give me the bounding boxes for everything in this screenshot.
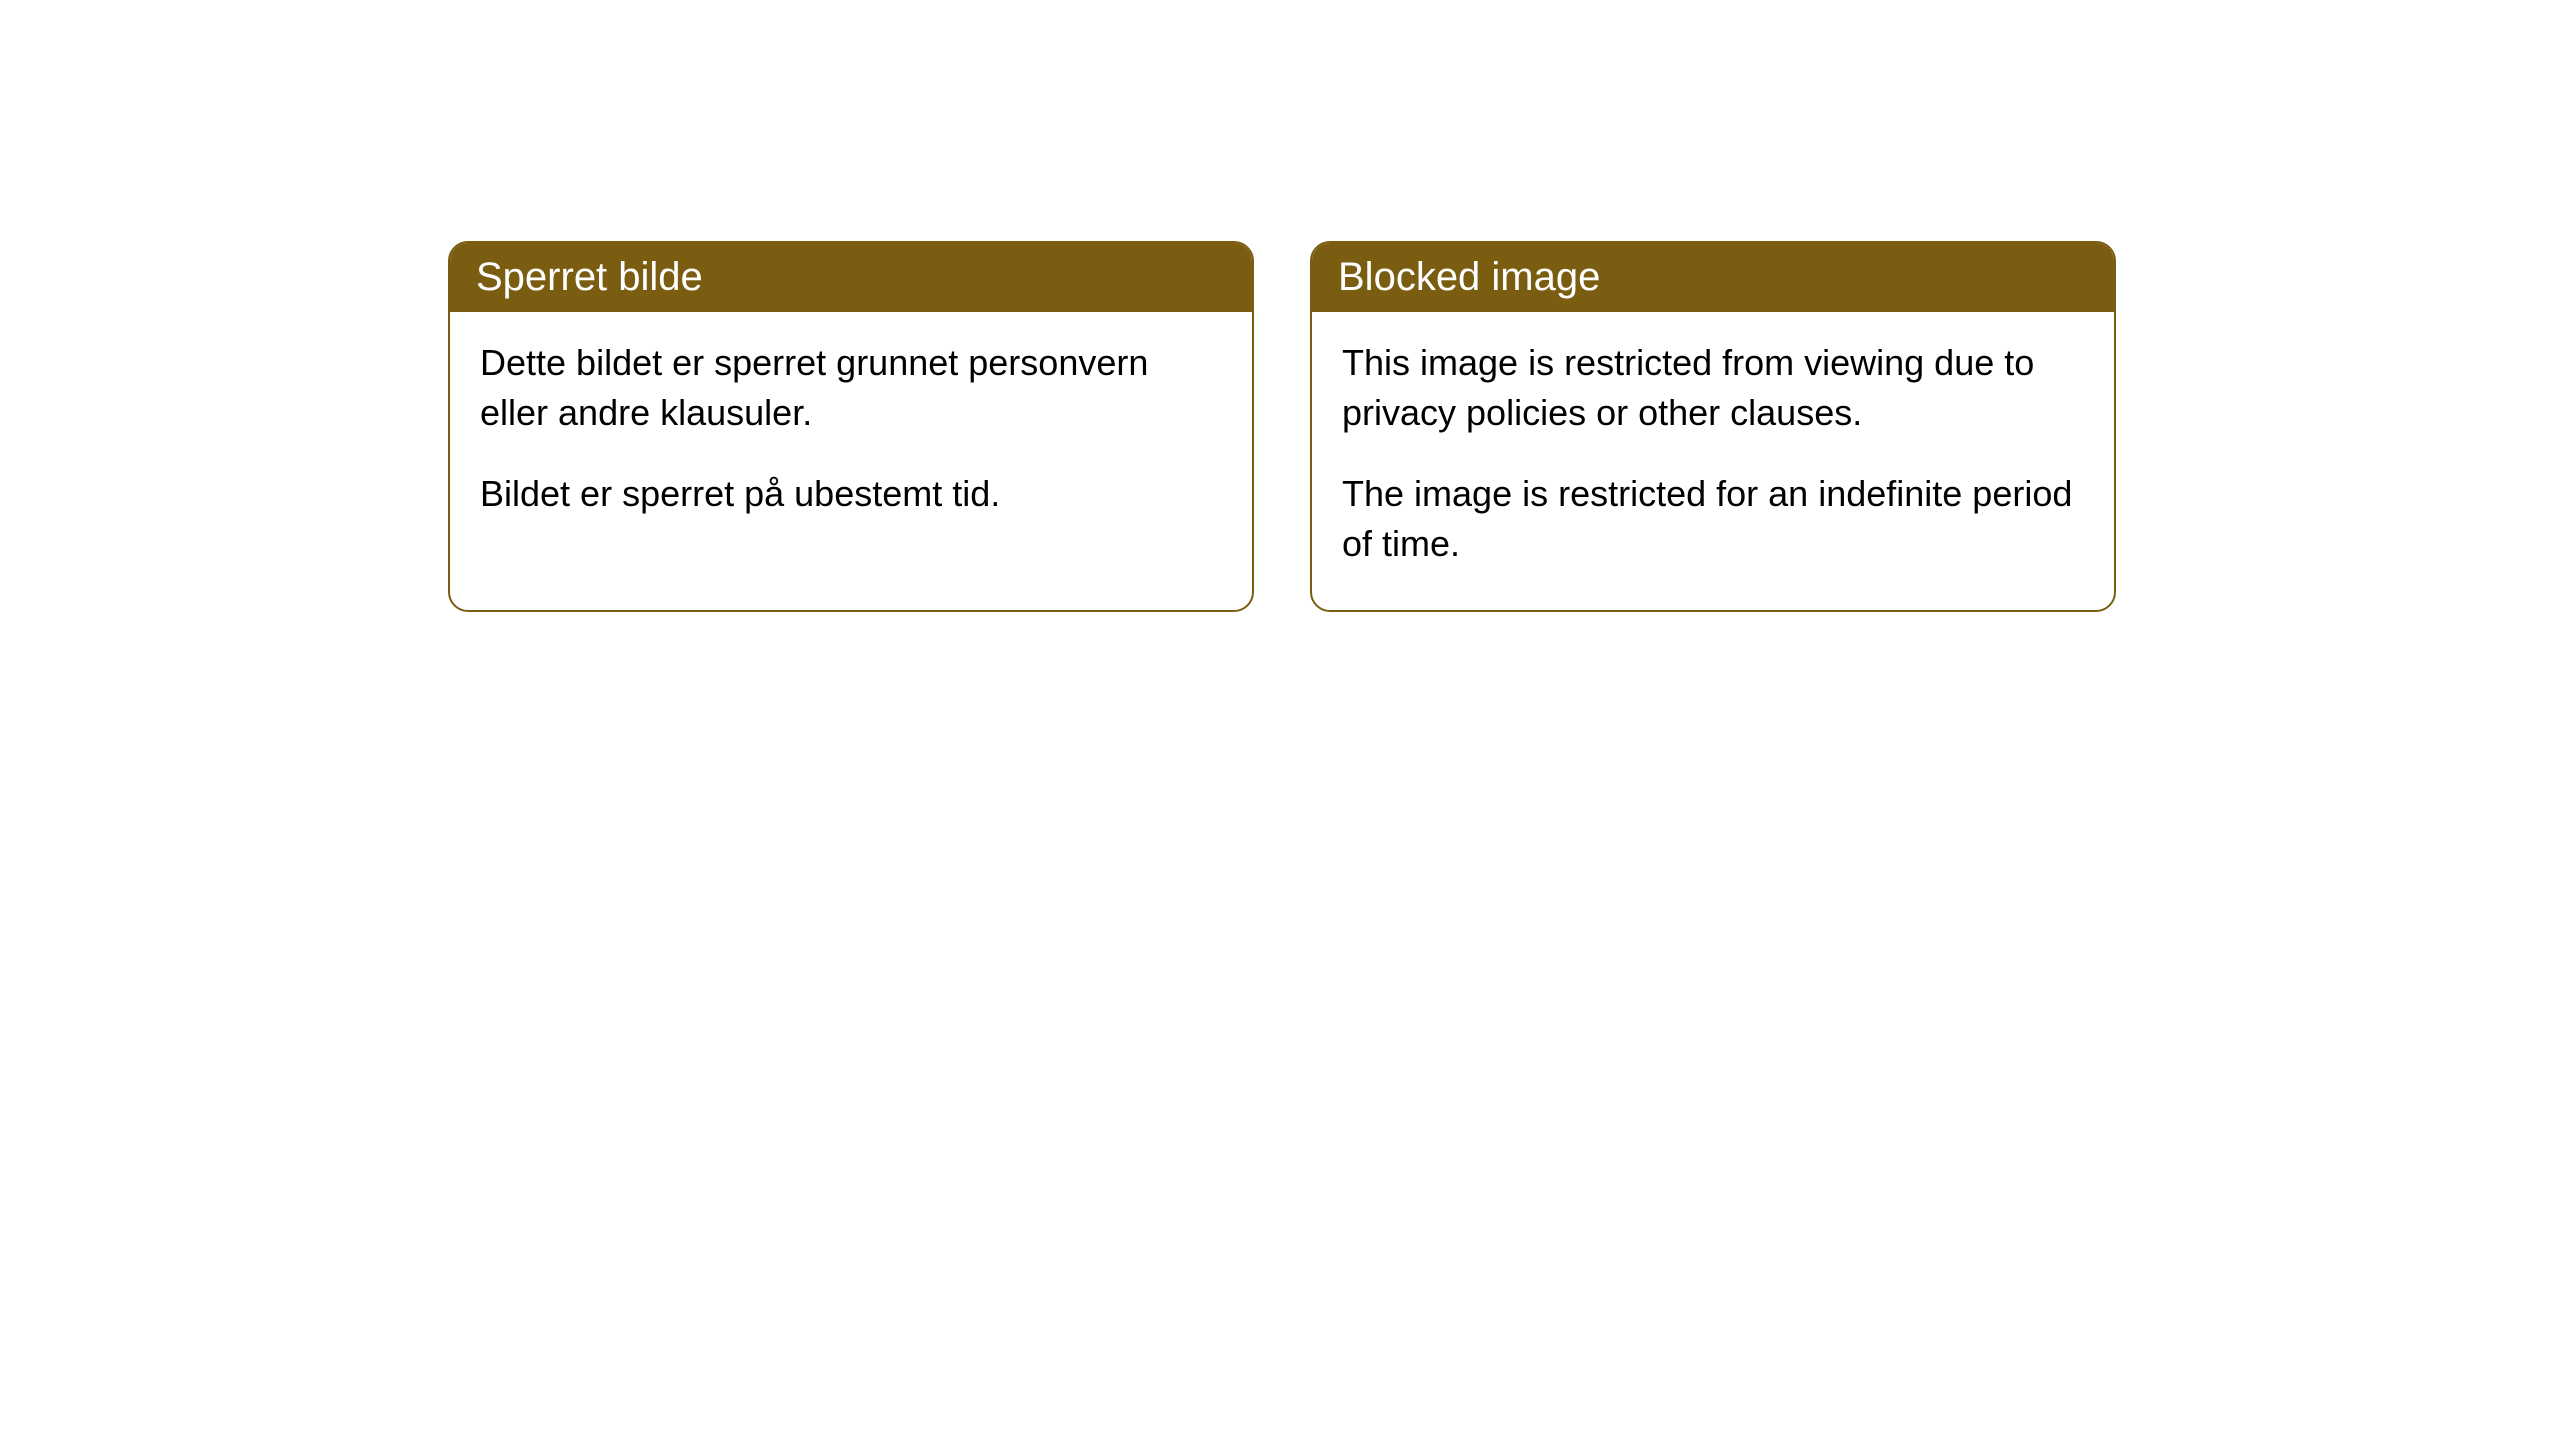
notice-container: Sperret bilde Dette bildet er sperret gr… xyxy=(0,0,2560,612)
notice-card-english: Blocked image This image is restricted f… xyxy=(1310,241,2116,612)
card-header: Blocked image xyxy=(1312,243,2114,312)
card-paragraph: Dette bildet er sperret grunnet personve… xyxy=(480,338,1222,439)
card-body: This image is restricted from viewing du… xyxy=(1312,312,2114,610)
card-paragraph: This image is restricted from viewing du… xyxy=(1342,338,2084,439)
card-paragraph: Bildet er sperret på ubestemt tid. xyxy=(480,469,1222,519)
notice-card-norwegian: Sperret bilde Dette bildet er sperret gr… xyxy=(448,241,1254,612)
card-header: Sperret bilde xyxy=(450,243,1252,312)
card-body: Dette bildet er sperret grunnet personve… xyxy=(450,312,1252,559)
card-paragraph: The image is restricted for an indefinit… xyxy=(1342,469,2084,570)
